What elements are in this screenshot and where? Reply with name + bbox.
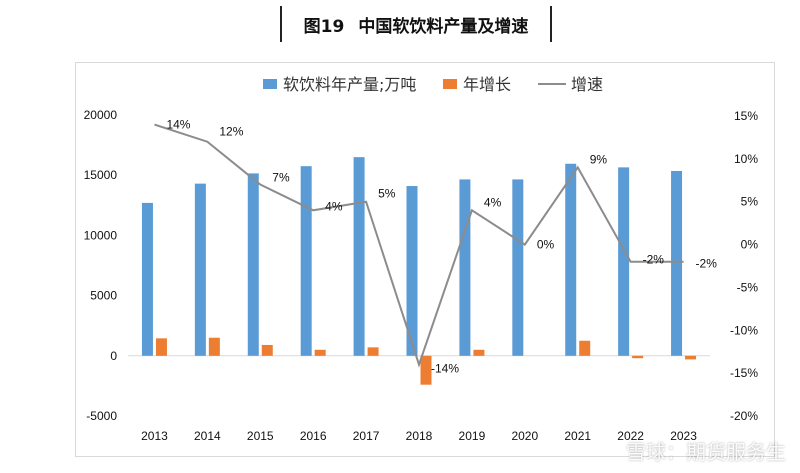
growth-rate-label: 14% bbox=[166, 118, 190, 132]
growth-bar bbox=[367, 347, 379, 356]
y-right-tick-label: -20% bbox=[730, 409, 758, 423]
y-right-tick-label: 5% bbox=[741, 195, 759, 209]
production-bar bbox=[353, 157, 365, 356]
y-right-tick-label: -5% bbox=[737, 280, 759, 294]
growth-rate-label: -14% bbox=[431, 362, 459, 376]
chart-frame bbox=[75, 62, 775, 457]
x-tick-label: 2021 bbox=[564, 429, 591, 443]
x-tick-label: 2014 bbox=[194, 429, 221, 443]
growth-rate-label: 4% bbox=[325, 199, 343, 213]
production-bar bbox=[459, 179, 471, 356]
growth-rate-label: 5% bbox=[378, 187, 396, 201]
figure-title: 中国软饮料产量及增速 bbox=[358, 16, 529, 37]
legend-label-growth: 年增长 bbox=[463, 75, 511, 94]
growth-rate-label: -2% bbox=[643, 253, 665, 267]
growth-bar bbox=[473, 349, 485, 356]
production-bar bbox=[300, 166, 312, 356]
watermark: 雪球：期货服务生 bbox=[626, 440, 786, 464]
legend-label-production: 软饮料年产量;万吨 bbox=[283, 75, 416, 94]
growth-bar bbox=[632, 355, 644, 359]
y-left-tick-label: 15000 bbox=[84, 168, 118, 182]
growth-bar bbox=[208, 337, 220, 356]
x-tick-label: 2015 bbox=[247, 429, 274, 443]
growth-bar bbox=[420, 355, 432, 385]
growth-rate-label: -2% bbox=[696, 257, 718, 271]
y-right-tick-label: 10% bbox=[734, 152, 758, 166]
y-right-tick-label: 0% bbox=[741, 238, 759, 252]
x-tick-label: 2020 bbox=[511, 429, 538, 443]
legend-swatch-production bbox=[263, 79, 277, 89]
figure-number: 图19 bbox=[303, 16, 345, 37]
production-bar bbox=[247, 173, 259, 356]
y-left-tick-label: -5000 bbox=[86, 409, 117, 423]
growth-bar bbox=[314, 349, 326, 356]
x-tick-label: 2019 bbox=[459, 429, 486, 443]
production-bar bbox=[512, 179, 524, 356]
growth-rate-line bbox=[154, 123, 684, 368]
chart-title-box: 图19 中国软饮料产量及增速 bbox=[280, 6, 552, 42]
y-right-tick-label: -15% bbox=[730, 366, 758, 380]
x-tick-label: 2016 bbox=[300, 429, 327, 443]
x-tick-label: 2022 bbox=[617, 429, 644, 443]
legend-swatch-growth bbox=[443, 79, 457, 89]
growth-rate-label: 12% bbox=[219, 125, 243, 139]
production-bar bbox=[141, 202, 153, 356]
production-bar bbox=[406, 186, 418, 356]
growth-bar bbox=[579, 340, 591, 356]
growth-bar bbox=[261, 344, 273, 356]
y-left-tick-label: 0 bbox=[110, 349, 117, 363]
production-bar bbox=[194, 183, 206, 356]
x-tick-label: 2013 bbox=[141, 429, 168, 443]
growth-rate-label: 4% bbox=[484, 195, 502, 209]
production-bar bbox=[565, 163, 577, 356]
growth-rate-label: 7% bbox=[272, 171, 290, 185]
y-right-tick-label: -10% bbox=[730, 323, 758, 337]
x-tick-label: 2018 bbox=[406, 429, 433, 443]
y-left-tick-label: 10000 bbox=[84, 228, 118, 242]
production-bar bbox=[671, 170, 683, 356]
y-left-tick-label: 20000 bbox=[84, 108, 118, 122]
y-left-tick-label: 5000 bbox=[90, 289, 117, 303]
growth-bar bbox=[155, 338, 167, 356]
x-tick-label: 2023 bbox=[670, 429, 697, 443]
growth-rate-label: 0% bbox=[537, 238, 555, 252]
growth-rate-label: 9% bbox=[590, 152, 608, 166]
y-right-tick-label: 15% bbox=[734, 109, 758, 123]
growth-bar bbox=[685, 355, 697, 360]
legend-label-rate: 增速 bbox=[571, 75, 603, 94]
x-tick-label: 2017 bbox=[353, 429, 380, 443]
production-bar bbox=[618, 167, 630, 356]
